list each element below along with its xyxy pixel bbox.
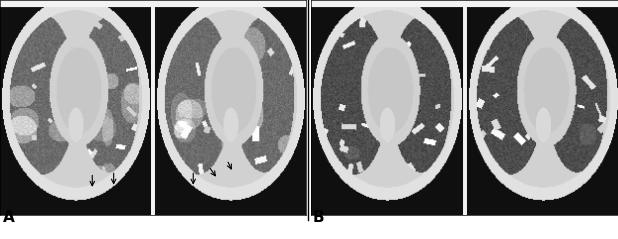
- Text: A: A: [2, 210, 14, 225]
- Text: B: B: [313, 210, 324, 225]
